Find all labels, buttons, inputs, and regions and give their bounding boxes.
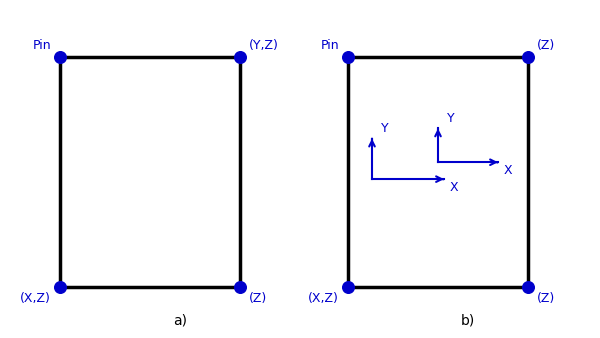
Text: Pin: Pin [32,40,51,52]
Text: (Z): (Z) [249,292,267,305]
Text: (Y,Z): (Y,Z) [249,40,279,52]
Text: a): a) [173,314,187,328]
Point [343,55,353,60]
Point [343,285,353,290]
Text: Pin: Pin [320,40,339,52]
Text: Y: Y [447,112,455,125]
Text: (X,Z): (X,Z) [20,292,51,305]
Text: (Z): (Z) [537,292,555,305]
Point [55,55,65,60]
Text: Y: Y [381,122,389,135]
Text: (X,Z): (X,Z) [308,292,339,305]
Point [235,55,245,60]
Point [523,285,533,290]
Point [235,285,245,290]
Text: X: X [450,181,458,194]
Text: (Z): (Z) [537,40,555,52]
Text: b): b) [461,314,475,328]
Text: X: X [504,164,512,177]
Point [523,55,533,60]
Point [55,285,65,290]
